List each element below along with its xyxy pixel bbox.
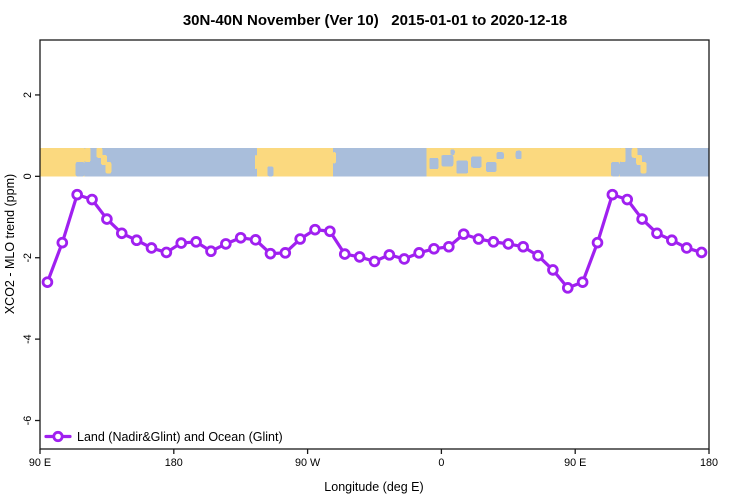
data-point-marker	[472, 233, 485, 245]
legend-line-marker-icon	[44, 430, 72, 443]
data-point-marker	[680, 242, 693, 254]
data-point-marker	[294, 233, 306, 245]
data-point-marker	[368, 255, 381, 268]
data-point-marker	[517, 240, 529, 253]
y-tick-label: -6	[22, 416, 34, 426]
data-point-marker	[309, 223, 321, 236]
data-point-marker	[205, 245, 217, 258]
x-tick-label: 180	[165, 457, 183, 469]
data-point-marker	[443, 240, 455, 253]
x-tick-label: 90 W	[295, 457, 321, 469]
y-tick-label: 2	[22, 92, 34, 98]
x-axis-label: Longitude (deg E)	[324, 480, 423, 494]
x-tick-label: 90 E	[29, 457, 51, 469]
y-tick-label: -2	[22, 253, 34, 263]
data-point-marker	[190, 236, 202, 248]
x-tick-label: 180	[700, 457, 718, 469]
data-point-marker	[160, 246, 173, 259]
land-ocean-map-strip	[40, 147, 709, 177]
data-point-marker	[86, 193, 98, 206]
data-point-marker	[651, 227, 663, 240]
data-point-marker	[606, 188, 619, 201]
data-point-marker	[56, 236, 69, 249]
data-point-marker	[487, 236, 500, 248]
y-axis-label: XCO2 - MLO trend (ppm)	[3, 174, 17, 314]
data-point-marker	[71, 188, 83, 201]
y-tick-label: 0	[22, 173, 34, 179]
data-point-marker	[279, 247, 292, 259]
data-point-marker	[324, 225, 336, 238]
chart-title: 30N-40N November (Ver 10) 2015-01-01 to …	[183, 12, 567, 29]
data-point-marker	[41, 276, 54, 288]
data-point-marker	[175, 237, 188, 249]
x-tick-label: 0	[438, 457, 444, 469]
data-point-marker	[338, 248, 351, 260]
data-point-marker	[398, 253, 411, 265]
data-point-marker	[561, 282, 574, 294]
data-point-marker	[457, 228, 470, 240]
data-point-marker	[353, 251, 366, 263]
plot-axes: 90 E 180 90 W 0 90 E 180 2 0 -2 -4 -6	[22, 39, 718, 469]
data-point-marker	[695, 246, 708, 259]
data-point-marker	[532, 249, 544, 262]
data-point-marker	[234, 231, 247, 244]
data-point-marker	[413, 247, 425, 259]
data-point-marker	[264, 247, 277, 260]
legend: Land (Nadir&Glint) and Ocean (Glint)	[44, 430, 283, 444]
data-point-marker	[383, 249, 396, 261]
data-point-marker	[130, 234, 143, 247]
data-point-marker	[145, 242, 158, 254]
data-point-marker	[591, 236, 604, 249]
data-series-land-ocean	[41, 188, 708, 294]
data-point-marker	[576, 276, 589, 288]
legend-label: Land (Nadir&Glint) and Ocean (Glint)	[77, 430, 283, 444]
x-tick-label: 90 E	[564, 457, 586, 469]
data-point-marker	[115, 227, 128, 240]
data-point-marker	[428, 242, 440, 255]
data-point-marker	[249, 234, 262, 246]
data-point-marker	[101, 213, 113, 225]
data-point-marker	[621, 193, 634, 206]
data-point-marker	[502, 238, 515, 250]
y-tick-label: -4	[22, 334, 34, 344]
data-point-marker	[636, 213, 648, 225]
data-point-marker	[666, 234, 678, 247]
data-point-marker	[220, 238, 232, 250]
data-point-marker	[547, 264, 559, 276]
